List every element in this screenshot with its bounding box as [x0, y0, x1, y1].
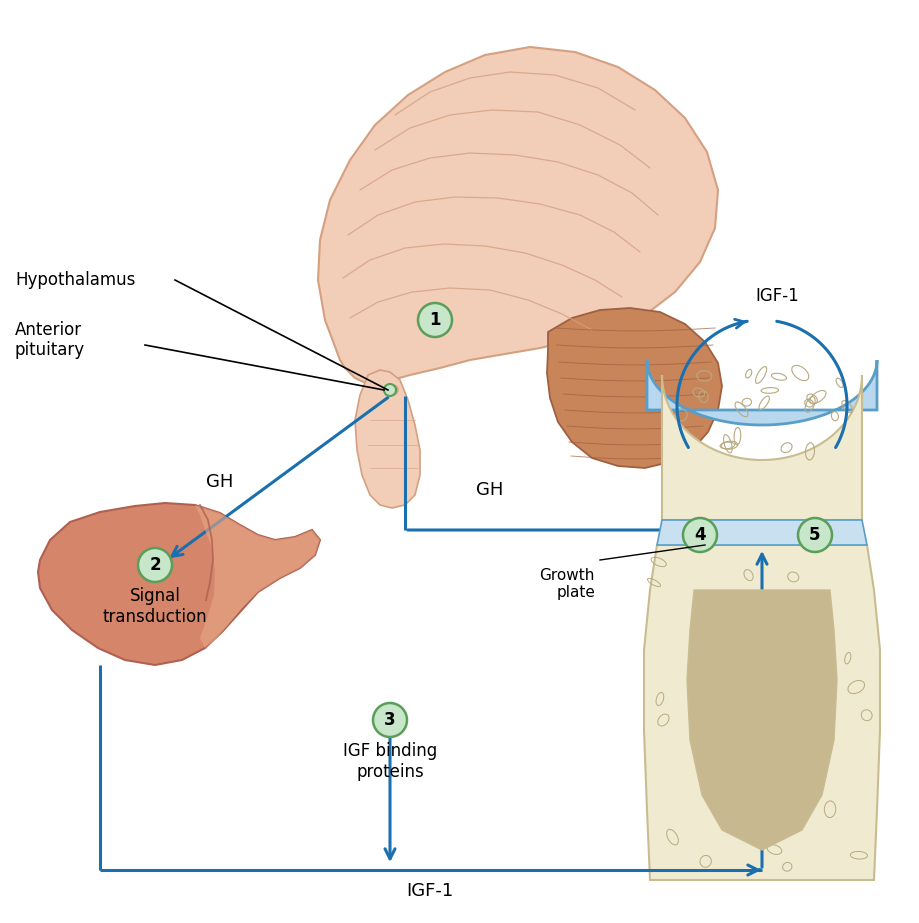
Polygon shape — [662, 375, 862, 520]
Circle shape — [798, 518, 832, 552]
Text: 3: 3 — [384, 711, 396, 729]
Text: Signal
transduction: Signal transduction — [103, 587, 208, 626]
Polygon shape — [195, 505, 320, 648]
Text: IGF binding
proteins: IGF binding proteins — [343, 742, 437, 781]
Circle shape — [683, 518, 717, 552]
Circle shape — [388, 385, 398, 395]
Polygon shape — [657, 520, 867, 545]
Circle shape — [384, 384, 396, 396]
Text: IGF-1: IGF-1 — [406, 882, 454, 900]
Text: GH: GH — [476, 481, 504, 499]
Polygon shape — [355, 370, 420, 508]
Text: Anterior
pituitary: Anterior pituitary — [15, 320, 85, 359]
Circle shape — [418, 303, 452, 337]
Text: 2: 2 — [149, 556, 161, 574]
Text: 5: 5 — [810, 526, 821, 544]
Text: Growth
plate: Growth plate — [539, 568, 595, 600]
Text: IGF-1: IGF-1 — [755, 287, 799, 305]
Text: GH: GH — [206, 473, 233, 491]
Polygon shape — [644, 545, 880, 880]
Polygon shape — [547, 308, 722, 468]
Circle shape — [373, 703, 407, 737]
Polygon shape — [647, 360, 877, 425]
Circle shape — [138, 548, 172, 582]
Polygon shape — [38, 503, 320, 665]
Text: Hypothalamus: Hypothalamus — [15, 271, 135, 289]
Text: 1: 1 — [429, 311, 441, 329]
Polygon shape — [687, 590, 837, 850]
Text: 4: 4 — [694, 526, 706, 544]
Polygon shape — [318, 47, 718, 385]
